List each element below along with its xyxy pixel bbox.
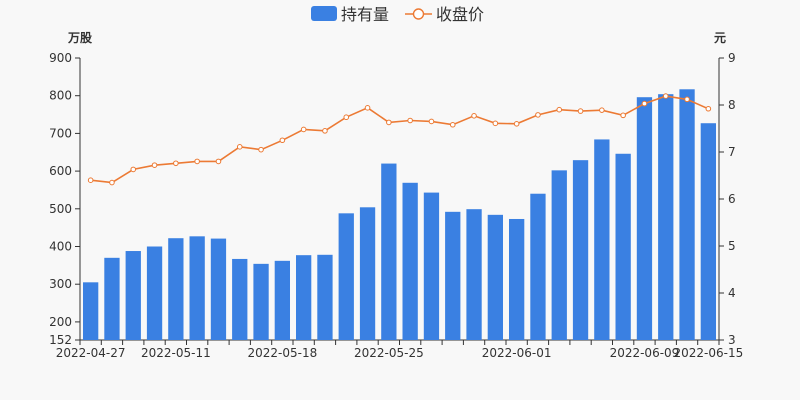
y-right-tick-label: 6 — [728, 192, 736, 206]
point-close-price — [236, 144, 243, 150]
y-left-tick-label: 500 — [49, 202, 72, 216]
x-tick-label: 2022-06-15 — [673, 346, 743, 360]
y-right-tick-label: 4 — [728, 286, 736, 300]
point-close-price — [492, 120, 499, 127]
point-close-price — [556, 106, 563, 113]
point-close-price — [620, 112, 626, 119]
y-left-tick-label: 300 — [49, 277, 72, 291]
y-left-tick-label: 400 — [49, 240, 72, 254]
point-close-price — [300, 126, 307, 133]
bar-holdings — [104, 257, 120, 340]
bar-holdings — [296, 255, 312, 340]
legend-label-close-price: 收盘价 — [436, 5, 484, 24]
x-tick-label: 2022-06-09 — [610, 346, 680, 360]
bar-holdings — [381, 163, 397, 340]
bar-holdings — [487, 214, 503, 340]
legend-marker-close-price — [412, 8, 425, 20]
bar-holdings — [83, 282, 99, 340]
y-right-tick-label: 9 — [728, 51, 736, 65]
bar-holdings — [253, 263, 269, 340]
bar-holdings — [168, 238, 184, 340]
bar-series-holdings — [83, 89, 716, 341]
point-close-price — [194, 158, 200, 165]
y-right-tick-label: 7 — [728, 145, 736, 159]
point-close-price — [322, 128, 328, 134]
bar-holdings — [594, 139, 610, 340]
bar-holdings — [125, 251, 141, 340]
point-close-price — [577, 108, 584, 114]
x-tick-label: 2022-06-01 — [482, 346, 552, 360]
bar-holdings — [274, 260, 290, 340]
bar-holdings — [551, 170, 567, 340]
bar-holdings — [530, 193, 546, 340]
point-close-price — [173, 160, 179, 167]
point-close-price — [449, 121, 456, 128]
point-close-price — [641, 100, 648, 107]
point-close-price — [662, 93, 669, 99]
legend-label-holdings: 持有量 — [341, 5, 389, 24]
y-left-tick-label: 600 — [49, 164, 72, 178]
y-left-tick-label: 200 — [49, 315, 72, 329]
bar-holdings — [658, 94, 674, 341]
y-right-unit: 元 — [714, 31, 726, 45]
bar-holdings — [466, 209, 482, 340]
point-close-price — [386, 119, 392, 126]
bar-holdings — [572, 160, 589, 340]
point-close-price — [279, 137, 286, 144]
bar-holdings — [402, 182, 418, 340]
y-right-tick-label: 3 — [728, 333, 736, 347]
point-close-price — [343, 114, 350, 121]
y-left-unit: 万股 — [67, 30, 93, 45]
point-close-price — [513, 121, 520, 127]
line-series-close-price — [87, 93, 712, 186]
bar-holdings — [423, 192, 440, 340]
point-close-price — [407, 117, 413, 124]
bar-holdings — [509, 218, 525, 340]
point-close-price — [535, 112, 541, 118]
y-right-tick-label: 8 — [728, 98, 736, 112]
point-close-price — [109, 179, 115, 186]
point-close-price — [684, 96, 690, 103]
point-close-price — [130, 166, 137, 173]
x-tick-label: 2022-05-18 — [247, 346, 317, 360]
bar-holdings — [445, 211, 461, 340]
point-close-price — [258, 146, 264, 153]
axis-units: 万股 元 — [67, 30, 726, 45]
point-close-price — [471, 113, 477, 119]
y-left-tick-label: 152 — [49, 333, 72, 347]
axes: 152 200 300 400 500 600 700 800 900 3 4 5 6 7 8 9 — [49, 51, 736, 347]
bar-holdings — [615, 153, 631, 340]
bar-holdings — [232, 258, 248, 340]
x-tick-label: 2022-05-11 — [141, 346, 211, 360]
x-tick-label: 2022-05-25 — [354, 346, 424, 360]
x-axis-labels: 2022-04-27 2022-05-11 2022-05-18 2022-05-25… — [56, 346, 743, 360]
point-close-price — [151, 162, 158, 168]
bar-holdings — [210, 238, 227, 340]
line-close-price — [90, 95, 709, 184]
point-close-price — [87, 177, 94, 183]
bar-holdings — [636, 97, 653, 340]
point-close-price — [705, 105, 712, 112]
bar-holdings — [317, 254, 333, 340]
bar-holdings — [700, 123, 716, 340]
x-tick-label: 2022-04-27 — [56, 346, 126, 360]
point-close-price — [599, 107, 605, 113]
point-close-price — [364, 105, 371, 111]
bar-holdings — [338, 213, 354, 340]
bar-holdings — [146, 246, 163, 340]
legend-swatch-holdings — [311, 6, 337, 21]
bar-holdings — [359, 207, 376, 340]
y-right-tick-label: 5 — [728, 239, 736, 253]
y-left-tick-label: 800 — [49, 89, 72, 103]
bar-holdings — [189, 236, 205, 340]
point-close-price — [215, 158, 222, 165]
y-left-tick-label: 700 — [49, 126, 72, 140]
y-left-tick-label: 900 — [49, 51, 72, 65]
legend: 持有量 收盘价 — [311, 5, 484, 24]
point-close-price — [428, 118, 435, 125]
bar-holdings — [679, 89, 695, 340]
